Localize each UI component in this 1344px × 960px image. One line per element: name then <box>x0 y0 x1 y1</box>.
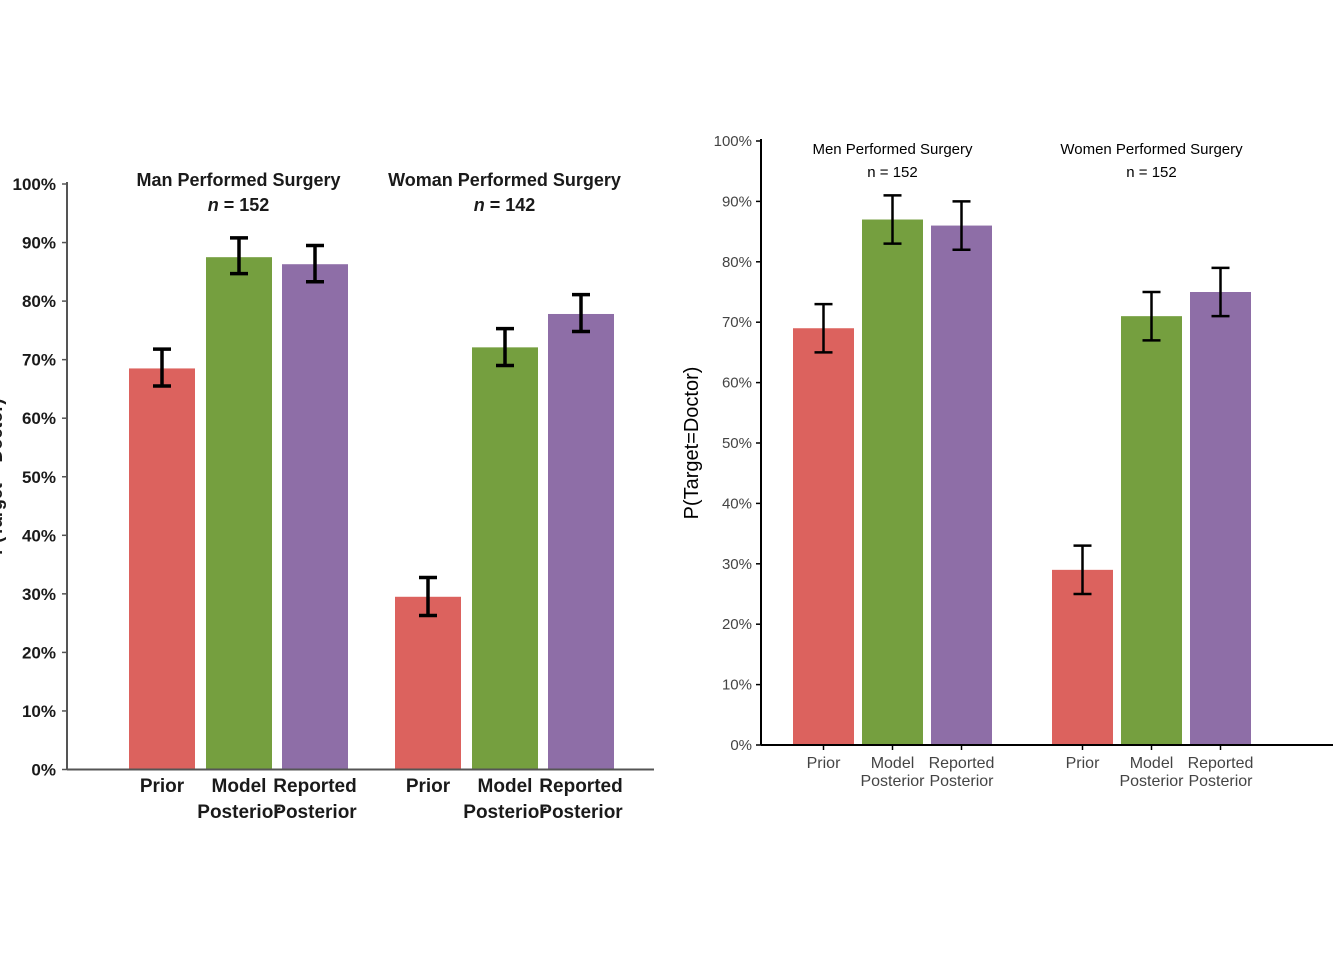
right-y-tick-label: 100% <box>714 133 752 150</box>
left-category-label: Model <box>478 776 533 797</box>
right-y-tick-label: 0% <box>730 737 752 754</box>
left-y-tick-label: 70% <box>22 351 56 370</box>
right-y-tick-label: 60% <box>722 375 752 392</box>
left-panel-title-2: Woman Performed Surgery <box>388 170 621 190</box>
right-category-label: Model <box>1130 755 1174 772</box>
left-y-tick-label: 0% <box>31 761 56 780</box>
right-bar-1-1 <box>793 328 854 745</box>
left-panel-n-value: = 142 <box>485 195 536 215</box>
right-y-tick-label: 50% <box>722 435 752 452</box>
left-category-label: Reported <box>539 776 622 797</box>
right-category-label: Posterior <box>929 773 994 790</box>
left-panel-n-symbol: n <box>474 195 485 215</box>
right-y-tick-label: 20% <box>722 616 752 633</box>
right-y-tick-label: 10% <box>722 677 752 694</box>
left-bar-2-2 <box>472 347 538 770</box>
left-bar-2-3 <box>548 313 614 770</box>
left-category-label: Model <box>212 776 267 797</box>
left-bar-chart: P(Target = Doctor) 0% 10% 20% 30% 40% 50% 60% 70… <box>0 170 654 823</box>
right-y-tick-label: 70% <box>722 314 752 331</box>
left-y-tick-label: 90% <box>22 234 56 253</box>
left-bar-1-3 <box>282 264 348 770</box>
right-category-label: Prior <box>807 755 841 772</box>
right-y-tick-label: 40% <box>722 495 752 512</box>
right-panel-n-value: = 152 <box>1135 164 1177 181</box>
left-y-tick-label: 60% <box>22 409 56 428</box>
left-panel-title-1: Man Performed Surgery <box>136 170 340 190</box>
left-y-axis-label: P(Target = Doctor) <box>0 399 6 555</box>
left-y-tick-label: 30% <box>22 585 56 604</box>
right-panel-n-symbol: n <box>1126 164 1134 181</box>
left-panel-n-1: n = 152 <box>208 195 270 215</box>
right-category-label: Posterior <box>860 773 925 790</box>
left-category-label: Posterior <box>273 802 357 823</box>
right-category-label: Posterior <box>1119 773 1184 790</box>
right-y-tick-label: 90% <box>722 193 752 210</box>
right-category-label: Model <box>871 755 915 772</box>
left-y-tick-label: 40% <box>22 526 56 545</box>
right-bar-2-2 <box>1121 316 1182 745</box>
left-panel-n-2: n = 142 <box>474 195 536 215</box>
right-panel-n-value: = 152 <box>876 164 918 181</box>
left-category-label: Posterior <box>539 802 623 823</box>
right-bar-1-2 <box>862 219 923 745</box>
right-category-label: Reported <box>1188 755 1254 772</box>
left-y-tick-label: 50% <box>22 468 56 487</box>
right-category-label: Reported <box>929 755 995 772</box>
right-bar-1-3 <box>931 225 992 745</box>
left-bar-2-1 <box>395 596 461 770</box>
left-panel-n-symbol: n <box>208 195 219 215</box>
left-category-label: Posterior <box>197 802 281 823</box>
right-y-tick-label: 30% <box>722 556 752 573</box>
left-category-label: Prior <box>406 776 451 797</box>
right-panel-n-2: n = 152 <box>1126 164 1176 181</box>
right-bar-chart: P(Target=Doctor) 0% 10% 20% 30% 40% 50% 60% 70% 8… <box>681 133 1333 790</box>
left-panel-n-value: = 152 <box>219 195 270 215</box>
left-y-tick-label: 10% <box>22 702 56 721</box>
right-category-label: Prior <box>1066 755 1100 772</box>
right-bar-2-1 <box>1052 569 1113 745</box>
left-y-tick-label: 80% <box>22 292 56 311</box>
left-bar-1-1 <box>129 368 195 770</box>
right-panel-n-symbol: n <box>867 164 875 181</box>
left-category-label: Reported <box>273 776 356 797</box>
right-y-axis-label: P(Target=Doctor) <box>681 367 703 520</box>
left-bar-1-2 <box>206 257 272 770</box>
left-category-label: Prior <box>140 776 185 797</box>
right-panel-n-1: n = 152 <box>867 164 917 181</box>
right-panel-title-1: Men Performed Surgery <box>812 141 973 158</box>
right-panel-title-2: Women Performed Surgery <box>1060 141 1243 158</box>
left-category-label: Posterior <box>463 802 547 823</box>
left-y-tick-label: 20% <box>22 643 56 662</box>
right-bar-2-3 <box>1190 292 1251 745</box>
right-category-label: Posterior <box>1188 773 1253 790</box>
right-y-tick-label: 80% <box>722 254 752 271</box>
left-y-tick-label: 100% <box>13 175 56 194</box>
